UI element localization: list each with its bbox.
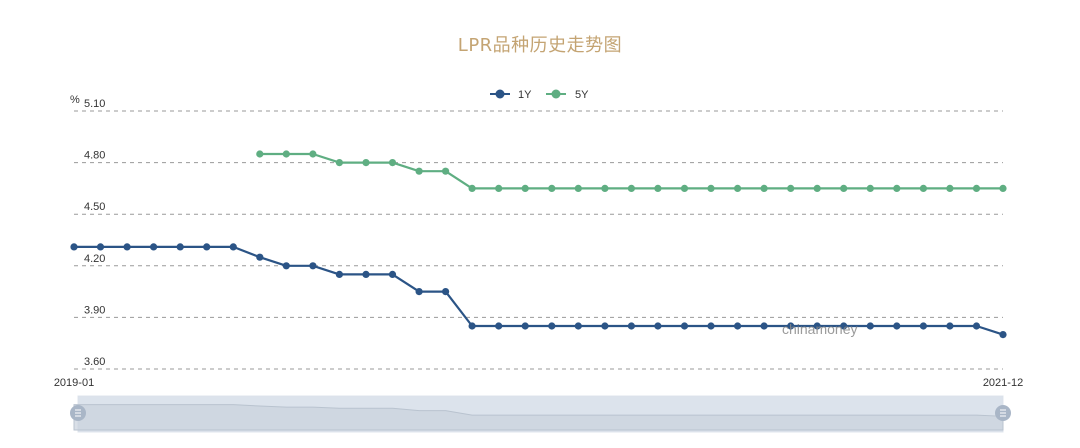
data-point-5y[interactable]	[415, 167, 423, 175]
legend-item-5y[interactable]: 5Y	[546, 89, 589, 101]
data-point-1y[interactable]	[229, 243, 237, 251]
series-line-1y[interactable]	[74, 245, 1004, 336]
series-line-5y[interactable]	[259, 152, 1003, 190]
data-point-5y[interactable]	[335, 159, 343, 167]
data-point-1y[interactable]	[521, 322, 529, 330]
data-point-1y[interactable]	[442, 288, 450, 296]
data-point-5y[interactable]	[866, 184, 874, 192]
data-point-1y[interactable]	[707, 322, 715, 330]
data-point-1y[interactable]	[123, 243, 131, 251]
data-point-5y[interactable]	[840, 184, 848, 192]
y-tick-label: 5.10	[84, 98, 105, 110]
x-tick-start: 2019-01	[54, 377, 94, 389]
data-point-1y[interactable]	[203, 243, 211, 251]
data-point-5y[interactable]	[468, 184, 476, 192]
data-point-5y[interactable]	[707, 184, 715, 192]
data-zoom-handle-left[interactable]	[70, 405, 86, 421]
data-point-1y[interactable]	[972, 322, 981, 330]
data-point-1y[interactable]	[601, 322, 609, 330]
data-point-1y[interactable]	[627, 322, 636, 330]
chart-title: LPR品种历史走势图	[457, 35, 623, 56]
data-point-1y[interactable]	[999, 331, 1007, 339]
data-point-1y[interactable]	[468, 322, 476, 330]
data-point-1y[interactable]	[176, 243, 184, 251]
x-tick-end: 2021-12	[983, 377, 1023, 389]
data-point-1y[interactable]	[760, 322, 768, 330]
data-point-1y[interactable]	[548, 322, 556, 330]
data-point-1y[interactable]	[309, 262, 317, 270]
data-zoom-slider[interactable]	[70, 395, 1011, 433]
data-point-5y[interactable]	[442, 167, 450, 175]
data-point-1y[interactable]	[362, 270, 370, 278]
data-point-5y[interactable]	[654, 184, 662, 192]
data-point-1y[interactable]	[495, 322, 503, 330]
data-point-5y[interactable]	[680, 184, 689, 192]
data-point-5y[interactable]	[813, 184, 821, 192]
data-point-5y[interactable]	[256, 150, 264, 158]
data-point-1y[interactable]	[866, 322, 874, 330]
data-point-5y[interactable]	[919, 184, 928, 192]
data-point-5y[interactable]	[972, 184, 981, 192]
data-point-1y[interactable]	[96, 243, 105, 251]
data-point-1y[interactable]	[787, 322, 795, 330]
data-point-1y[interactable]	[150, 243, 158, 251]
data-point-1y[interactable]	[256, 253, 264, 261]
data-point-1y[interactable]	[680, 322, 689, 330]
data-point-5y[interactable]	[601, 184, 609, 192]
legend-label-1y: 1Y	[518, 89, 532, 101]
data-point-1y[interactable]	[335, 270, 343, 278]
data-point-1y[interactable]	[282, 262, 290, 270]
data-point-5y[interactable]	[282, 150, 290, 158]
y-tick-label: 4.50	[84, 201, 105, 213]
y-tick-label: 3.90	[84, 304, 105, 316]
data-point-5y[interactable]	[999, 184, 1007, 192]
y-tick-label: 4.80	[84, 150, 105, 162]
data-point-1y[interactable]	[654, 322, 662, 330]
data-point-5y[interactable]	[548, 184, 556, 192]
y-tick-label: 4.20	[84, 253, 105, 265]
data-point-5y[interactable]	[760, 184, 768, 192]
y-tick-label: 3.60	[84, 356, 105, 368]
data-point-1y[interactable]	[919, 322, 928, 330]
data-point-5y[interactable]	[787, 184, 795, 192]
grid: 5.10 4.80 4.50 4.20 3.90 3.60	[74, 98, 1003, 370]
data-point-1y[interactable]	[388, 270, 397, 278]
data-point-1y[interactable]	[734, 322, 742, 330]
data-point-1y[interactable]	[70, 243, 78, 251]
data-point-5y[interactable]	[574, 184, 582, 192]
data-point-5y[interactable]	[495, 184, 503, 192]
data-point-5y[interactable]	[388, 159, 397, 167]
data-point-1y[interactable]	[946, 322, 954, 330]
data-zoom-preview	[73, 404, 1004, 431]
data-point-5y[interactable]	[309, 150, 317, 158]
watermark: chinamoney	[782, 321, 858, 337]
data-point-5y[interactable]	[521, 184, 529, 192]
data-point-5y[interactable]	[893, 184, 901, 192]
data-point-1y[interactable]	[840, 322, 848, 330]
data-point-1y[interactable]	[813, 322, 821, 330]
legend: 1Y 5Y	[490, 89, 589, 101]
series-layer	[70, 150, 1007, 339]
legend-item-1y[interactable]: 1Y	[490, 89, 532, 101]
data-point-1y[interactable]	[574, 322, 582, 330]
y-axis-unit: %	[70, 94, 80, 106]
legend-label-5y: 5Y	[575, 89, 589, 101]
data-point-5y[interactable]	[734, 184, 742, 192]
data-point-1y[interactable]	[415, 288, 423, 296]
data-point-5y[interactable]	[362, 159, 370, 167]
data-point-1y[interactable]	[893, 322, 901, 330]
data-point-5y[interactable]	[946, 184, 954, 192]
data-point-5y[interactable]	[627, 184, 636, 192]
data-zoom-handle-right[interactable]	[995, 405, 1011, 421]
